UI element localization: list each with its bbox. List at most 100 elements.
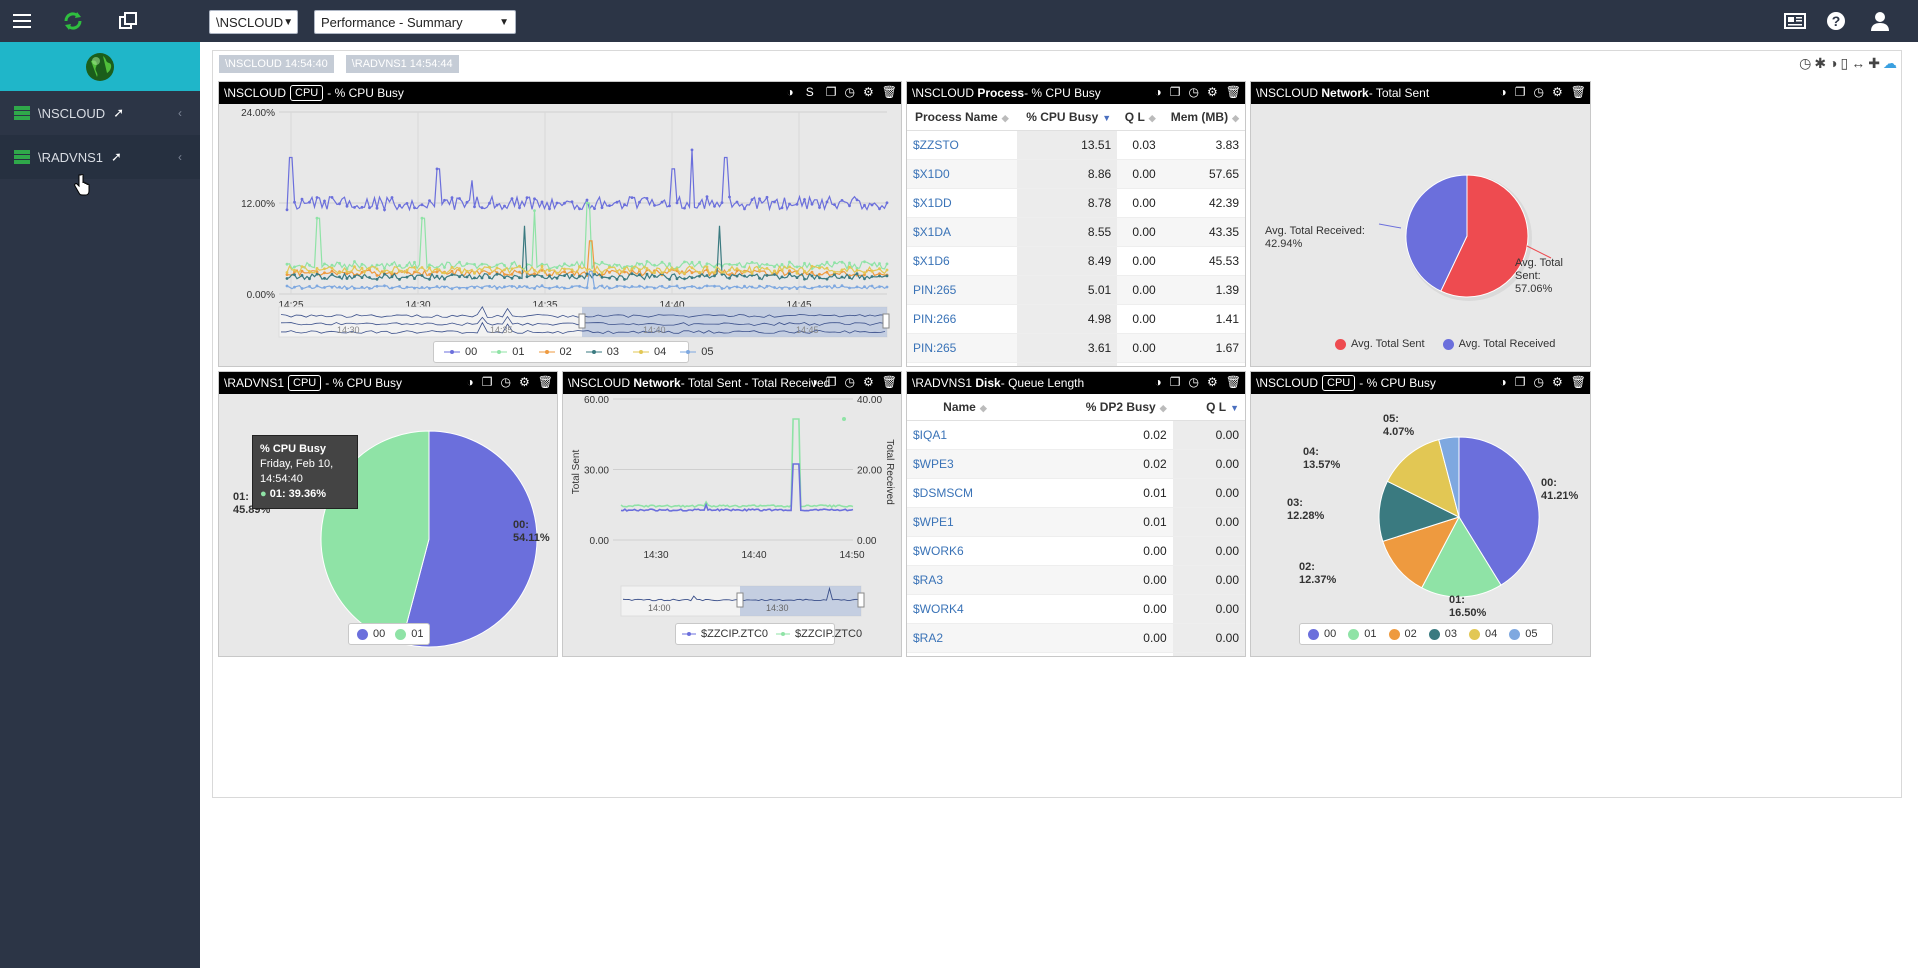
row-name-link[interactable]: $WPE1 [907, 507, 1023, 537]
gear-icon[interactable]: ⚙ [863, 375, 874, 389]
clock-icon[interactable]: ◷ [500, 375, 511, 389]
table-row[interactable]: $X1DD 8.78 0.00 42.39 [907, 188, 1245, 218]
row-name-link[interactable]: $RA2 [907, 623, 1023, 653]
nscloud-cpu-pie-chart[interactable] [1251, 394, 1591, 657]
clock-icon[interactable]: ◷ [1188, 375, 1199, 389]
trash-icon[interactable]: 🗑 [1570, 375, 1586, 389]
row-name-link[interactable]: $RA3 [907, 565, 1023, 595]
table-row[interactable]: $X1DA 8.55 0.00 43.35 [907, 217, 1245, 247]
system-select[interactable]: \NSCLOUD ▼ [209, 10, 298, 34]
chevron-left-icon[interactable]: ‹ [178, 106, 182, 120]
row-name-link[interactable]: $X1DD [907, 188, 1017, 218]
trash-icon[interactable]: 🗑 [881, 375, 897, 389]
copy-icon[interactable]: ❐ [825, 375, 837, 389]
contrast-icon[interactable]: ◑ [1499, 375, 1507, 389]
row-name-link[interactable]: PIN:265 [907, 275, 1017, 305]
trash-icon[interactable]: 🗑 [1225, 85, 1241, 99]
legend-item-02[interactable]: 02 [1388, 628, 1417, 640]
row-name-link[interactable]: PIN:264 [907, 362, 1017, 366]
trash-icon[interactable]: 🗑 [1225, 375, 1241, 389]
table-row[interactable]: $IDEV10.010.00 [907, 652, 1245, 656]
table-row[interactable]: PIN:266 4.98 0.00 1.41 [907, 304, 1245, 334]
table-row[interactable]: $RA3 0.00 0.00 [907, 565, 1245, 595]
contrast-icon[interactable]: ◑ [466, 375, 474, 389]
row-name-link[interactable]: $WORK4 [907, 594, 1023, 624]
gear-icon[interactable]: ⚙ [1207, 375, 1218, 389]
column-header[interactable]: Process Name ◆ [907, 104, 1017, 131]
trash-icon[interactable]: 🗑 [537, 375, 553, 389]
asterisk-icon[interactable]: ✱ [1814, 55, 1827, 71]
legend-item-03[interactable]: 03 [1428, 628, 1457, 640]
network-line-chart[interactable]: 60.00 40.00 30.00 20.00 0.00 0.00 Total Sent To… [563, 394, 902, 657]
legend-item-00[interactable]: 00 [357, 628, 385, 640]
table-row[interactable]: $X1D6 8.49 0.00 45.53 [907, 246, 1245, 276]
legend-item-04[interactable]: 04 [1469, 628, 1497, 640]
legend-item-02[interactable]: 02 [538, 346, 572, 358]
legend-item-00[interactable]: 00 [444, 346, 477, 358]
s-toggle[interactable]: S [805, 85, 814, 99]
table-row[interactable]: $ZZSTO 13.51 0.03 3.83 [907, 130, 1245, 160]
copy-icon[interactable]: ❐ [1514, 85, 1526, 99]
column-header[interactable]: % DP2 Busy ◆ [1022, 394, 1173, 421]
network-pie-chart[interactable] [1251, 104, 1591, 367]
legend-item-received[interactable]: $ZZCIP.ZTC0 [776, 628, 862, 640]
gear-icon[interactable]: ⚙ [863, 85, 874, 99]
view-select[interactable]: Performance - Summary ▼ [314, 10, 516, 34]
contrast-icon[interactable]: ◑ [810, 375, 818, 389]
row-name-link[interactable]: PIN:266 [907, 304, 1017, 334]
row-name-link[interactable]: $IDEV1 [907, 652, 1023, 656]
table-row[interactable]: PIN:2642.460.001.56 [907, 362, 1245, 366]
table-row[interactable]: PIN:265 3.61 0.00 1.67 [907, 333, 1245, 363]
table-row[interactable]: $WPE3 0.02 0.00 [907, 449, 1245, 479]
column-header[interactable]: % CPU Busy ▼ [1016, 104, 1118, 131]
table-row[interactable]: $IQA1 0.02 0.00 [907, 420, 1245, 450]
trash-icon[interactable]: 🗑 [881, 85, 897, 99]
clock-icon[interactable]: ◷ [1799, 55, 1812, 71]
clock-icon[interactable]: ◷ [844, 375, 855, 389]
menu-icon[interactable] [10, 9, 34, 33]
legend-item-received[interactable]: Avg. Total Received [1442, 338, 1555, 350]
document-icon[interactable]: ▯ [1840, 55, 1849, 71]
clock-icon[interactable]: ◷ [1533, 375, 1544, 389]
table-row[interactable]: $DSMSCM 0.01 0.00 [907, 478, 1245, 508]
contrast-icon[interactable]: ◑ [1829, 55, 1838, 71]
gear-icon[interactable]: ⚙ [1552, 375, 1563, 389]
user-icon[interactable] [1868, 9, 1892, 33]
row-name-link[interactable]: $DSMSCM [907, 478, 1023, 508]
contrast-icon[interactable]: ◑ [786, 85, 794, 99]
refresh-icon[interactable] [61, 9, 85, 33]
contrast-icon[interactable]: ◑ [1499, 85, 1507, 99]
row-name-link[interactable]: PIN:265 [907, 333, 1017, 363]
table-row[interactable]: $X1D0 8.86 0.00 57.65 [907, 159, 1245, 189]
news-icon[interactable] [1783, 9, 1807, 33]
row-name-link[interactable]: $ZZSTO [907, 130, 1017, 160]
table-row[interactable]: $WORK4 0.00 0.00 [907, 594, 1245, 624]
legend-item-01[interactable]: 01 [491, 346, 525, 358]
legend-item-01[interactable]: 01 [1348, 628, 1377, 640]
legend-item-sent[interactable]: Avg. Total Sent [1335, 338, 1425, 350]
table-row[interactable]: $RA2 0.00 0.00 [907, 623, 1245, 653]
contrast-icon[interactable]: ◑ [1154, 85, 1162, 99]
clock-icon[interactable]: ◷ [1188, 85, 1199, 99]
row-name-link[interactable]: $X1DA [907, 217, 1017, 247]
column-header[interactable]: Q L ◆ [1117, 104, 1162, 131]
clock-icon[interactable]: ◷ [844, 85, 855, 99]
resize-horizontal-icon[interactable]: ↔ [1851, 55, 1866, 71]
row-name-link[interactable]: $X1D6 [907, 246, 1017, 276]
cpu-line-chart[interactable]: 24.00% 12.00% 0.00%14:25 14:30 14:35 14:40 14:… [219, 104, 902, 366]
copy-windows-icon[interactable] [116, 9, 140, 33]
legend-item-sent[interactable]: $ZZCIP.ZTC0 [682, 628, 768, 640]
copy-icon[interactable]: ❐ [1169, 375, 1181, 389]
legend-item-04[interactable]: 04 [633, 346, 666, 358]
tab-nscloud[interactable]: \NSCLOUD 14:54:40 [219, 55, 334, 73]
column-header[interactable]: Mem (MB) ◆ [1161, 104, 1245, 131]
copy-icon[interactable]: ❐ [825, 85, 837, 99]
copy-icon[interactable]: ❐ [1169, 85, 1181, 99]
gear-icon[interactable]: ⚙ [519, 375, 530, 389]
copy-icon[interactable]: ❐ [1514, 375, 1526, 389]
table-row[interactable]: $WPE1 0.01 0.00 [907, 507, 1245, 537]
legend-item-05[interactable]: 05 [1509, 628, 1538, 640]
table-row[interactable]: $WORK6 0.00 0.00 [907, 536, 1245, 566]
gear-icon[interactable]: ⚙ [1552, 85, 1563, 99]
add-icon[interactable]: ✚ [1868, 55, 1880, 71]
